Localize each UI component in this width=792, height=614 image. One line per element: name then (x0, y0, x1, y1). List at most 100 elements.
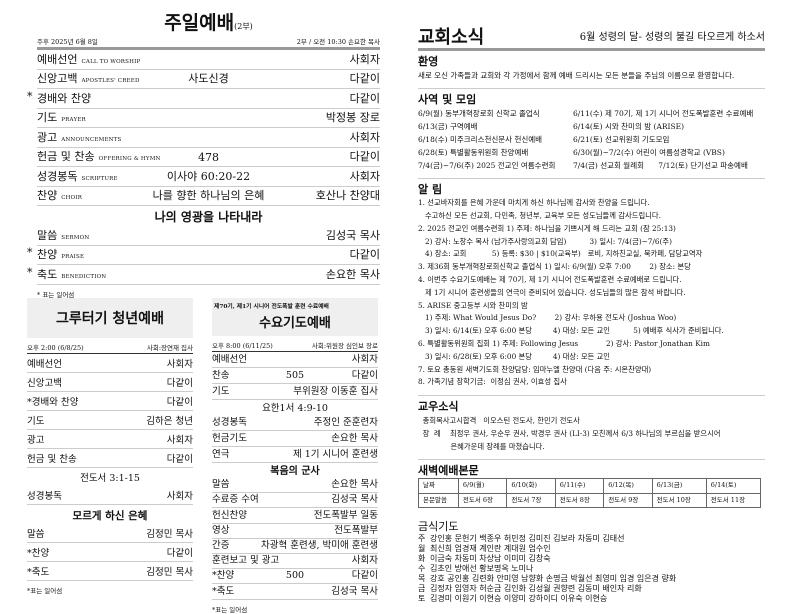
wednesday-time: 오후 8:00 (6/11/25) (212, 342, 273, 350)
dawn-title: 새벽예배본문 (418, 464, 479, 478)
row-left: 예배선언 Call to Worship (37, 51, 140, 67)
row-label: 영상 (212, 524, 230, 536)
service-row: 예배선언 Call to Worship 사회자 (37, 50, 380, 70)
event: 7/4(금) 선교회 월례회 7/12(토) 단기선교 파송예배 (573, 161, 748, 171)
service-row: 헌금 및 찬송 Offering & Hymn 478 다같이 (37, 148, 380, 167)
row-label: 신앙고백 (27, 378, 62, 389)
fasting-names: 김정자 임영자 허순금 김인화 김성월 권향련 김동미 배인자 리화 (430, 583, 642, 593)
standing-note: *표는 일어섬 (212, 605, 248, 614)
fasting-day: 토 (418, 593, 426, 603)
row-label: *찬양 (212, 570, 235, 582)
youth-time: 오후 2:00 (6/8/25) (27, 344, 84, 352)
row-leader: 사회자 (349, 130, 380, 144)
dawn-table-cell: 6/11(수) (554, 478, 605, 494)
event: 6/18(수) 미주크리스천신문사 헌신예배 (418, 135, 543, 145)
welcome-title: 환영 (418, 55, 439, 68)
row-leader: 다같이 (349, 91, 380, 105)
row-leader: 사회자 (166, 491, 193, 502)
row-label: 예배선언 (212, 354, 247, 365)
sunday-title: 주일예배 (164, 12, 235, 34)
fasting-row: 화 이금숙 차동미 차상남 이미미 김창숙 (418, 554, 765, 564)
sermon-title: 나의 영광을 나타내라 (154, 210, 263, 224)
event: 6/13(금) 구역예배 (418, 122, 478, 132)
fasting-names: 김초인 방애선 황보명옥 노미나 (430, 563, 534, 573)
service-row: *찬양 다같이 (27, 543, 193, 562)
service-row: 신앙고백 Apostles' Creed 사도신경 다같이 (37, 70, 380, 89)
row-label: 성경봉독 (27, 491, 62, 502)
fasting-row: 금 김정자 임영자 허순금 김인화 김성월 권향련 김동미 배인자 리화 (418, 584, 765, 594)
service-row: 헌신찬양 전도폭발부 일동 (212, 508, 378, 524)
row-detail: 이사야 60:20-22 (166, 169, 251, 183)
fasting-day: 월 (418, 543, 426, 553)
row-label: 광고 (37, 130, 58, 144)
row-english-label: Scripture (81, 175, 118, 182)
row-detail: 나를 향한 하나님의 은혜 (152, 189, 265, 202)
row-leader: 김정민 목사 (146, 529, 193, 540)
welcome-text: 새로 오신 가족들과 교회와 각 가정에서 함께 예배 드리시는 모든 분들을 … (418, 71, 735, 80)
service-row: 찬송 505 다같이 (212, 368, 378, 384)
row-leader: 손요한 목사 (325, 267, 380, 281)
fasting-row: 토 김경미 이원기 이현승 이양미 강하이디 이유숙 이현승 (418, 594, 765, 604)
dawn-table-cell: 전도서 11장 (705, 492, 762, 508)
row-english-label: Apostles' Creed (81, 78, 140, 84)
fasting-day: 주 (418, 533, 426, 543)
notice-line: 2. 2025 전교인 여름수련회 1) 주제: 하나님을 기쁘시게 해 드리는… (418, 223, 676, 233)
scripture-reference: 요한1서 4:9-10 (262, 403, 328, 414)
row-left: 신앙고백 Apostles' Creed (37, 70, 140, 86)
dawn-table-cell: 6/9(월) (457, 478, 508, 494)
fasting-day: 목 (418, 573, 426, 583)
row-label: 성경봉독 (37, 169, 78, 183)
row-english-label: Announcements (61, 136, 122, 143)
member-news-line: 총회목사고시합격 이오스틴 전도사, 한민기 전도사 (418, 416, 580, 426)
row-detail: 500 (285, 570, 305, 582)
youth-host: 사회:장연재 집사 (146, 344, 193, 352)
row-left: 찬양 Choir (37, 187, 82, 203)
service-row: 헌금 및 찬송 다같이 (27, 449, 193, 468)
fasting-names: 최신희 엄경재 계인란 계대원 엄수인 (430, 543, 551, 553)
row-label: *축도 (212, 585, 235, 597)
youth-service: 그루터기 청년예배 오후 2:00 (6/8/25) 사회:장연재 집사 예배선… (27, 298, 193, 595)
row-leader: 사회자 (351, 555, 378, 567)
row-left: 기도 Prayer (37, 109, 86, 125)
service-row: 성경봉독 사회자 (27, 487, 193, 505)
dawn-table-cell: 6/14(토) (705, 478, 762, 494)
row-leader: 다같이 (349, 248, 380, 261)
notice-line: 수고하신 모든 선교회, 다민족, 청년부, 교육부 모든 성도님들께 감사드립… (418, 211, 661, 221)
event: 6/9(월) 동부개혁장로회 신학교 졸업식 (418, 109, 540, 119)
row-label: *경배와 찬양 (27, 397, 79, 408)
sunday-part: (2부) (234, 22, 253, 31)
row-label: 헌금 및 찬송 (27, 454, 77, 465)
notice-line: 7. 토요 총동원 새벽기도회 찬양담당: 임마누엘 찬양대 (다음 주: 시온… (418, 364, 652, 374)
event: 6/21(토) 선교위원회 기도모임 (573, 135, 670, 145)
row-label: 헌금 및 찬송 (37, 150, 95, 163)
row-label: 연극 (212, 449, 230, 460)
notice-line: 2) 강사: 노창수 목사 (남가주사랑의교회 담임) 3) 일시: 7/4(금… (418, 236, 672, 246)
row-detail: 사도신경 (188, 72, 229, 85)
row-label: *찬양 (27, 548, 50, 559)
service-row: 영상 전도폭발부 (212, 524, 378, 539)
sunday-service: 주일예배(2부) 주후 2025년 6월 8일 2부 / 오전 10:30 손요… (27, 8, 380, 299)
row-label: 예배선언 (37, 52, 78, 66)
scripture-reference: 전도서 3:1-15 (80, 473, 140, 484)
row-leader: 차광혁 훈련생, 박미애 훈련생 (261, 539, 378, 551)
dawn-table-cell: 전도서 6장 (457, 492, 508, 508)
row-label: 헌금기도 (212, 433, 247, 444)
row-label: 말씀 (27, 529, 45, 540)
dawn-table-cell: 6/13(금) (651, 478, 707, 494)
service-row: 연극 제 1기 시니어 훈련생 (212, 447, 378, 463)
row-label: 광고 (27, 435, 45, 446)
service-row: *축도 김성국 목사 (212, 584, 378, 600)
row-label: 기도 (27, 416, 45, 427)
row-left: * 경배와 찬양 (27, 90, 95, 106)
row-label: 찬송 (212, 370, 230, 381)
dawn-table-cell: 전도서 8장 (554, 492, 605, 508)
row-leader: 다같이 (166, 397, 193, 408)
notice-line: 4. 이번주 수요기도예배는 제 70기, 제 1기 시니어 전도폭발훈련 수료… (418, 275, 682, 285)
service-row: 말씀 손요한 목사 (212, 478, 378, 494)
notices-title: 알 림 (418, 183, 443, 197)
service-row: 훈련보고 및 광고 사회자 (212, 554, 378, 570)
row-leader: 김성국 목사 (331, 494, 378, 506)
service-row: *찬양 500 다같이 (212, 569, 378, 585)
event-row: 7/4(금)~7/6(주) 2025 전교인 여름수련회 7/4(금) 선교회 월… (418, 159, 765, 172)
notice-line: 6. 특별활동위원회 집회 1) 주제: Following Jesus 2) … (418, 339, 710, 349)
